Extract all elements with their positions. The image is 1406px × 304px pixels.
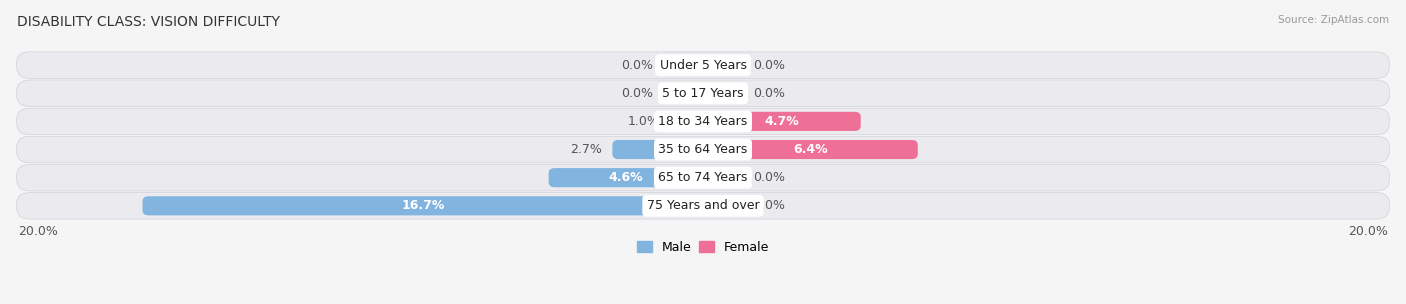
FancyBboxPatch shape	[703, 84, 744, 103]
FancyBboxPatch shape	[703, 196, 744, 215]
Text: 20.0%: 20.0%	[18, 225, 58, 238]
Text: 0.0%: 0.0%	[754, 87, 786, 100]
FancyBboxPatch shape	[142, 196, 703, 215]
FancyBboxPatch shape	[703, 168, 744, 187]
Text: 0.0%: 0.0%	[754, 171, 786, 184]
FancyBboxPatch shape	[703, 140, 918, 159]
FancyBboxPatch shape	[17, 52, 1389, 78]
Text: 18 to 34 Years: 18 to 34 Years	[658, 115, 748, 128]
Text: 65 to 74 Years: 65 to 74 Years	[658, 171, 748, 184]
Text: 16.7%: 16.7%	[401, 199, 444, 212]
FancyBboxPatch shape	[669, 112, 703, 131]
FancyBboxPatch shape	[703, 56, 744, 75]
Text: 0.0%: 0.0%	[620, 87, 652, 100]
Text: 6.4%: 6.4%	[793, 143, 828, 156]
FancyBboxPatch shape	[17, 136, 1389, 163]
Text: 2.7%: 2.7%	[571, 143, 602, 156]
FancyBboxPatch shape	[662, 84, 703, 103]
FancyBboxPatch shape	[17, 193, 1389, 219]
FancyBboxPatch shape	[703, 112, 860, 131]
Text: 4.6%: 4.6%	[609, 171, 643, 184]
Text: 0.0%: 0.0%	[754, 199, 786, 212]
Legend: Male, Female: Male, Female	[631, 236, 775, 259]
Text: 75 Years and over: 75 Years and over	[647, 199, 759, 212]
Text: Under 5 Years: Under 5 Years	[659, 59, 747, 72]
Text: 0.0%: 0.0%	[754, 59, 786, 72]
FancyBboxPatch shape	[662, 56, 703, 75]
FancyBboxPatch shape	[548, 168, 703, 187]
Text: 1.0%: 1.0%	[627, 115, 659, 128]
Text: Source: ZipAtlas.com: Source: ZipAtlas.com	[1278, 15, 1389, 25]
FancyBboxPatch shape	[17, 80, 1389, 106]
Text: 5 to 17 Years: 5 to 17 Years	[662, 87, 744, 100]
FancyBboxPatch shape	[17, 164, 1389, 191]
Text: DISABILITY CLASS: VISION DIFFICULTY: DISABILITY CLASS: VISION DIFFICULTY	[17, 15, 280, 29]
FancyBboxPatch shape	[17, 108, 1389, 135]
Text: 20.0%: 20.0%	[1348, 225, 1388, 238]
Text: 0.0%: 0.0%	[620, 59, 652, 72]
Text: 35 to 64 Years: 35 to 64 Years	[658, 143, 748, 156]
Text: 4.7%: 4.7%	[765, 115, 799, 128]
FancyBboxPatch shape	[613, 140, 703, 159]
